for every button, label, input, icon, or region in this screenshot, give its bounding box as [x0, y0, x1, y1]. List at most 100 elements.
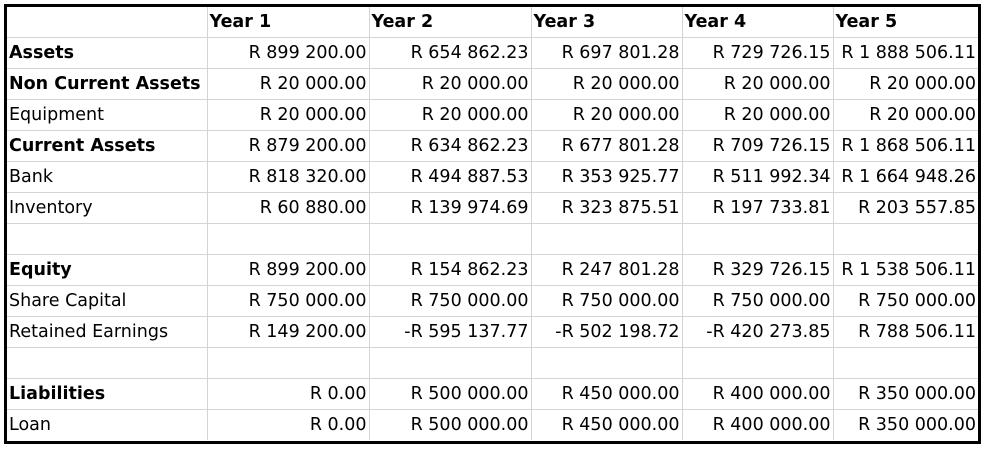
value-cell-year-1[interactable]: R 818 320.00 — [207, 161, 370, 193]
value-cell-year-2[interactable]: R 500 000.00 — [369, 409, 532, 440]
table-row: Assets R 899 200.00 R 654 862.23 R 697 801.… — [7, 37, 978, 69]
table-row: Non Current Assets R 20 000.00 R 20 000.00… — [7, 68, 978, 100]
table-row: Equity R 899 200.00 R 154 862.23 R 247 801.… — [7, 254, 978, 286]
value-cell-year-5[interactable]: R 20 000.00 — [833, 99, 978, 131]
value-cell-year-4[interactable]: R 197 733.81 — [682, 192, 834, 224]
value-cell-year-5[interactable]: R 350 000.00 — [858, 414, 976, 435]
header-cell-year-4[interactable]: Year 4 — [682, 7, 834, 38]
value-cell-year-1[interactable]: R 879 200.00 — [207, 130, 370, 162]
header-cell-year-1[interactable]: Year 1 — [207, 7, 370, 38]
value-cell-year-1[interactable]: R 750 000.00 — [207, 285, 370, 317]
value-cell-year-4[interactable]: R 750 000.00 — [682, 285, 834, 317]
table-row: Bank R 818 320.00 R 494 887.53 R 353 925.77… — [7, 161, 978, 193]
value-cell-year-3[interactable]: -R 502 198.72 — [531, 316, 683, 348]
value-cell-year-2[interactable]: R 634 862.23 — [369, 130, 532, 162]
value-cell-year-5[interactable]: R 1 538 506.11 — [833, 254, 978, 286]
value-cell-year-3[interactable]: R 247 801.28 — [531, 254, 683, 286]
value-cell-year-5[interactable]: R 788 506.11 — [833, 316, 978, 348]
value-cell-year-3[interactable] — [531, 223, 683, 255]
value-cell-year-3[interactable]: R 20 000.00 — [531, 99, 683, 131]
value-cell-year-3[interactable]: R 697 801.28 — [531, 37, 683, 69]
row-label-cell[interactable]: Liabilities — [7, 378, 208, 410]
value-cell-year-3[interactable] — [531, 347, 683, 379]
value-cell-year-1[interactable]: R 899 200.00 — [207, 254, 370, 286]
value-cell-year-1[interactable]: R 0.00 — [207, 409, 370, 440]
row-label-cell[interactable]: Bank — [7, 161, 208, 193]
value-cell-year-3[interactable]: R 20 000.00 — [531, 68, 683, 100]
value-cell-year-2[interactable]: R 654 862.23 — [369, 37, 532, 69]
row-label-cell[interactable]: Equipment — [7, 99, 208, 131]
value-cell-year-4[interactable]: R 329 726.15 — [682, 254, 834, 286]
value-cell-year-2[interactable]: R 494 887.53 — [369, 161, 532, 193]
value-cell-year-4[interactable]: -R 420 273.85 — [682, 316, 834, 348]
value-cell-year-5[interactable] — [833, 347, 978, 379]
row-label-cell[interactable] — [7, 223, 208, 255]
header-cell-year-2[interactable]: Year 2 — [369, 7, 532, 38]
table-row: Inventory R 60 880.00 R 139 974.69 R 323 87… — [7, 192, 978, 224]
value-cell-year-1[interactable]: R 20 000.00 — [207, 68, 370, 100]
row-label-cell[interactable]: Share Capital — [7, 285, 208, 317]
value-cell-year-4[interactable] — [682, 223, 834, 255]
value-cell-year-5[interactable]: R 1 868 506.11 — [833, 130, 978, 162]
header-cell-year-3[interactable]: Year 3 — [531, 7, 683, 38]
value-cell-year-5[interactable]: R 1 664 948.26 — [833, 161, 978, 193]
value-cell-year-4[interactable] — [682, 347, 834, 379]
value-cell-year-2[interactable]: R 750 000.00 — [369, 285, 532, 317]
value-cell-year-1[interactable] — [207, 347, 370, 379]
value-cell-year-3[interactable]: R 353 925.77 — [531, 161, 683, 193]
row-label-cell[interactable]: Equity — [7, 254, 208, 286]
row-label-cell[interactable]: Retained Earnings — [7, 316, 208, 348]
value-cell-year-2[interactable]: R 154 862.23 — [369, 254, 532, 286]
row-label-cell[interactable]: Loan — [7, 409, 208, 440]
value-cell-year-1[interactable]: R 20 000.00 — [207, 99, 370, 131]
table-body: Assets R 899 200.00 R 654 862.23 R 697 801.… — [7, 37, 978, 440]
value-cell-year-1[interactable]: R 899 200.00 — [207, 37, 370, 69]
value-cell-year-5[interactable]: R 350 000.00 — [833, 378, 978, 410]
value-cell-year-3[interactable]: R 450 000.00 — [531, 409, 683, 440]
value-cell-year-4[interactable]: R 400 000.00 — [682, 378, 834, 410]
value-cell-year-2[interactable]: R 20 000.00 — [369, 99, 532, 131]
value-cell-year-2[interactable]: R 20 000.00 — [369, 68, 532, 100]
value-cell-year-3[interactable]: R 677 801.28 — [531, 130, 683, 162]
value-cell-year-4[interactable]: R 729 726.15 — [682, 37, 834, 69]
value-cell-year-2[interactable] — [369, 223, 532, 255]
value-cell-year-3[interactable]: R 450 000.00 — [531, 378, 683, 410]
value-cell-year-1[interactable]: R 149 200.00 — [207, 316, 370, 348]
value-cell-year-1[interactable] — [207, 223, 370, 255]
value-cell-year-3[interactable]: R 750 000.00 — [531, 285, 683, 317]
header-cell-year-5[interactable]: Year 5 — [833, 7, 978, 38]
table-row: Equipment R 20 000.00 R 20 000.00 R 20 000.… — [7, 99, 978, 131]
value-cell-year-4[interactable]: R 400 000.00 — [682, 409, 834, 440]
value-cell-year-1[interactable]: R 60 880.00 — [207, 192, 370, 224]
value-cell-year-4[interactable]: R 20 000.00 — [682, 99, 834, 131]
row-label-cell[interactable] — [7, 347, 208, 379]
row-label-cell[interactable]: Non Current Assets — [7, 68, 208, 100]
row-label-cell[interactable]: Inventory — [7, 192, 208, 224]
value-cell-year-2[interactable]: R 500 000.00 — [369, 378, 532, 410]
row-label-cell[interactable]: Assets — [7, 37, 208, 69]
value-cell-year-4[interactable]: R 511 992.34 — [682, 161, 834, 193]
value-cell-year-1[interactable]: R 0.00 — [207, 378, 370, 410]
balance-sheet-table: Year 1 Year 2 Year 3 Year 4 Year 5 Asset… — [4, 4, 981, 444]
value-cell-year-2[interactable] — [369, 347, 532, 379]
header-row: Year 1 Year 2 Year 3 Year 4 Year 5 — [7, 7, 978, 38]
table-row: Current Assets R 879 200.00 R 634 862.23 R … — [7, 130, 978, 162]
value-cell-year-2[interactable]: -R 595 137.77 — [369, 316, 532, 348]
value-cell-year-5[interactable]: R 20 000.00 — [833, 68, 978, 100]
value-cell-year-4[interactable]: R 709 726.15 — [682, 130, 834, 162]
row-label-cell[interactable]: Current Assets — [7, 130, 208, 162]
table-row: Retained Earnings R 149 200.00 -R 595 137.… — [7, 316, 978, 348]
header-cell-label[interactable] — [7, 7, 208, 38]
value-cell-year-3[interactable]: R 323 875.51 — [531, 192, 683, 224]
spreadsheet-grid: Year 1 Year 2 Year 3 Year 4 Year 5 Asset… — [7, 7, 978, 440]
table-row: Share Capital R 750 000.00 R 750 000.00 R 7… — [7, 285, 978, 317]
value-cell-year-5[interactable]: R 1 888 506.11 — [833, 37, 978, 69]
value-cell-year-5[interactable] — [833, 223, 978, 255]
value-cell-year-5[interactable]: R 203 557.85 — [833, 192, 978, 224]
value-cell-year-4[interactable]: R 20 000.00 — [682, 68, 834, 100]
table-row — [7, 347, 978, 379]
table-row — [7, 223, 978, 255]
table-row: Loan R 0.00 R 500 000.00 R 450 000.00 R 400 … — [7, 409, 978, 440]
value-cell-year-5[interactable]: R 750 000.00 — [833, 285, 978, 317]
value-cell-year-2[interactable]: R 139 974.69 — [369, 192, 532, 224]
